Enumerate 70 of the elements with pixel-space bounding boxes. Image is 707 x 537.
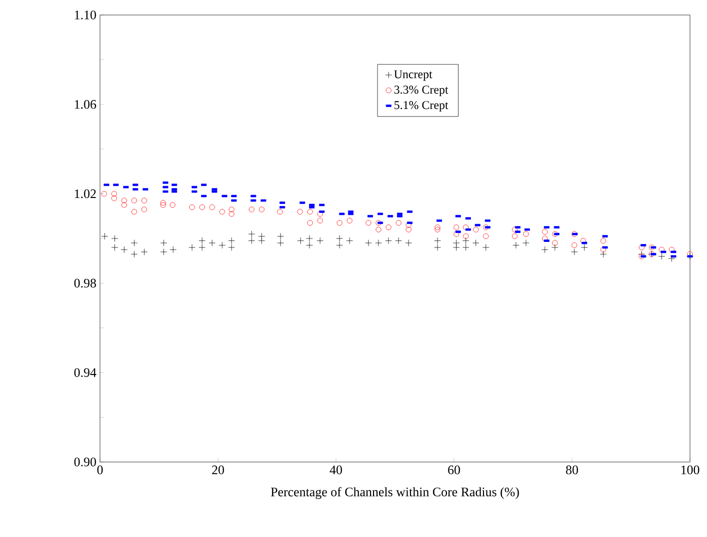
point <box>140 248 148 256</box>
point <box>316 237 324 244</box>
legend-label: Uncrept <box>394 70 432 81</box>
point <box>482 244 490 251</box>
point <box>160 248 168 256</box>
point <box>218 242 226 249</box>
x-tick-label: 20 <box>212 466 224 474</box>
point <box>111 244 118 251</box>
point <box>306 242 313 249</box>
point <box>130 240 138 246</box>
point <box>581 244 588 251</box>
point <box>336 235 343 242</box>
point <box>198 244 206 251</box>
point <box>462 237 470 244</box>
point <box>258 237 266 244</box>
point <box>228 244 235 251</box>
point <box>198 237 206 244</box>
y-tick-label: 0.94 <box>74 368 96 377</box>
point <box>638 250 646 258</box>
point <box>306 235 313 242</box>
point <box>160 240 168 246</box>
point <box>395 237 402 244</box>
y-tick-label: 1.02 <box>74 189 96 198</box>
point <box>120 246 128 254</box>
legend-label: 3.3% Crept <box>394 86 448 96</box>
point <box>297 237 304 244</box>
x-tick-label: 40 <box>330 466 342 474</box>
point <box>130 250 138 258</box>
x-tick-label: 60 <box>448 466 460 474</box>
point <box>170 246 177 254</box>
x-axis-title: Percentage of Channels within Core Radius (%) <box>270 487 519 500</box>
point <box>248 237 256 244</box>
point <box>188 244 196 251</box>
y-tick-label: 0.90 <box>74 458 96 466</box>
point <box>600 250 607 258</box>
point <box>472 240 480 246</box>
point <box>452 240 460 246</box>
point <box>277 240 284 246</box>
point <box>385 237 392 244</box>
point <box>434 237 441 244</box>
x-tick-label: 0 <box>97 466 103 474</box>
point <box>375 240 382 246</box>
point <box>552 244 558 251</box>
point <box>434 244 441 251</box>
point <box>686 252 694 260</box>
point <box>452 244 460 251</box>
point <box>512 242 520 249</box>
point <box>365 240 372 246</box>
y-tick-label: 0.98 <box>74 278 96 288</box>
point <box>258 232 266 240</box>
point <box>336 242 343 249</box>
x-tick-label: 100 <box>681 466 700 474</box>
point <box>658 252 666 260</box>
point <box>277 232 284 240</box>
point <box>208 240 216 246</box>
point <box>228 237 235 244</box>
legend-label: 5.1% Crept <box>394 101 448 112</box>
x-tick-label: 80 <box>566 466 578 474</box>
point <box>346 237 353 244</box>
point <box>462 244 470 251</box>
y-tick-label: 1.06 <box>74 100 96 109</box>
point <box>570 248 578 256</box>
point <box>541 246 548 254</box>
point <box>405 240 412 246</box>
point <box>248 230 256 238</box>
point <box>522 240 530 246</box>
point <box>111 235 118 242</box>
y-tick-label: 1.10 <box>74 10 96 20</box>
point <box>668 255 676 262</box>
point <box>101 232 108 240</box>
